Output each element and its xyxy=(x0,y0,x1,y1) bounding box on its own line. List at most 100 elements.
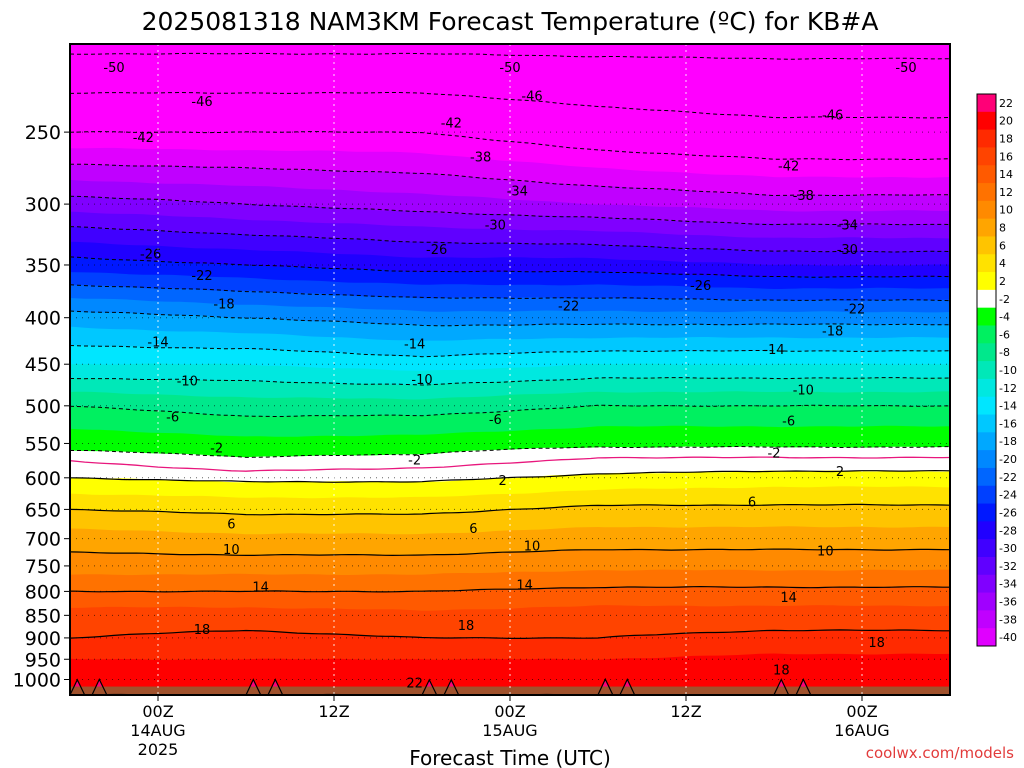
colorbar-label: 4 xyxy=(999,257,1006,270)
contour-label: 6 xyxy=(748,495,756,510)
colorbar-label: -36 xyxy=(999,595,1017,608)
colorbar-label: -12 xyxy=(999,382,1017,395)
x-tick-label: 00Z xyxy=(494,702,525,721)
colorbar-label: 6 xyxy=(999,239,1006,252)
y-axis: 2503003504004505005506006507007508008509… xyxy=(13,122,70,692)
y-tick-label: 1000 xyxy=(13,670,61,692)
contour-label: 14 xyxy=(252,580,269,595)
y-tick-label: 600 xyxy=(25,468,61,490)
colorbar-swatch xyxy=(977,200,996,220)
colorbar-swatch xyxy=(977,147,996,166)
contour-label: -10 xyxy=(177,375,198,390)
contour-label: -46 xyxy=(521,90,542,105)
contour-label: 10 xyxy=(524,539,541,554)
colorbar-swatch xyxy=(977,574,996,594)
y-tick-label: 350 xyxy=(25,255,61,277)
colorbar-label: 12 xyxy=(999,186,1013,199)
contour-label: 10 xyxy=(817,544,834,559)
x-tick-label: 12Z xyxy=(318,702,349,721)
isotherm-contours xyxy=(70,52,950,695)
colorbar-swatch xyxy=(977,610,996,629)
colorbar-swatch xyxy=(977,343,996,362)
colorbar-swatch xyxy=(977,592,996,611)
y-tick-label: 400 xyxy=(25,308,61,330)
contour-label: 2 xyxy=(836,465,844,480)
contour-label: -34 xyxy=(507,185,528,200)
contour-label: -14 xyxy=(147,336,168,351)
colorbar-swatch xyxy=(977,432,996,451)
contour-label: -14 xyxy=(763,343,784,358)
contour-label: -46 xyxy=(822,108,843,123)
colorbar-label: -4 xyxy=(999,311,1010,324)
y-tick-label: 550 xyxy=(25,433,61,455)
contour-label: -6 xyxy=(489,413,502,428)
contour-labels: -50 -50 -50-46 -46-46-42-42-42-38-38-34-34-… xyxy=(103,61,916,691)
isotherm-line xyxy=(70,469,950,483)
colorbar-swatch xyxy=(977,236,996,255)
contour-label: -50 xyxy=(499,61,520,76)
colorbar-label: 20 xyxy=(999,115,1013,128)
y-tick-label: 300 xyxy=(25,194,61,216)
chart-title: 2025081318 NAM3KM Forecast Temperature (… xyxy=(142,7,879,36)
contour-label: -50 xyxy=(895,61,916,76)
colorbar-swatch xyxy=(977,361,996,380)
y-tick-label: 850 xyxy=(25,605,61,627)
colorbar-label: -30 xyxy=(999,542,1017,555)
contour-label: -38 xyxy=(793,189,814,204)
colorbar-label: 18 xyxy=(999,133,1013,146)
colorbar-swatch xyxy=(977,539,996,558)
contour-label: -30 xyxy=(485,219,506,234)
isotherm-line xyxy=(70,629,950,639)
contour-label: 18 xyxy=(773,664,790,679)
colorbar-label: -18 xyxy=(999,435,1017,448)
contour-label: 14 xyxy=(780,591,797,606)
contour-label: -14 xyxy=(404,337,425,352)
colorbar-swatch xyxy=(977,111,996,131)
colorbar-label: 16 xyxy=(999,150,1013,163)
temperature-field xyxy=(70,44,950,695)
contour-label: -18 xyxy=(822,324,843,339)
contour-label: -26 xyxy=(690,279,711,294)
colorbar-label: -8 xyxy=(999,346,1010,359)
y-tick-label: 750 xyxy=(25,556,61,578)
contour-label: -46 xyxy=(191,95,212,110)
colorbar-swatch xyxy=(977,325,996,344)
colorbar-swatch xyxy=(977,414,996,433)
colorbar-label: -10 xyxy=(999,364,1017,377)
colorbar-swatch xyxy=(977,485,996,505)
contour-label: 6 xyxy=(469,522,477,537)
contour-label: -6 xyxy=(782,415,795,430)
colorbar-label: 2 xyxy=(999,275,1006,288)
colorbar-swatch xyxy=(977,307,996,326)
site-credit: coolwx.com/models xyxy=(865,744,1014,762)
contour-label: -26 xyxy=(426,243,447,258)
contour-label: -2 xyxy=(210,442,223,457)
colorbar-swatch xyxy=(977,94,996,113)
contour-label: -26 xyxy=(140,248,161,263)
colorbar-label: 10 xyxy=(999,204,1013,217)
contour-label: -42 xyxy=(441,117,462,132)
colorbar-label: -22 xyxy=(999,471,1017,484)
colorbar-label: -2 xyxy=(999,293,1010,306)
grid-lines xyxy=(70,44,950,695)
y-tick-label: 500 xyxy=(25,396,61,418)
colorbar-swatch xyxy=(977,289,996,309)
colorbar: 22 20 18 16 14 12 10 8 6 4 2 -2 -4 -6 -8 -10 -12 -14 -16 -1… xyxy=(976,93,1017,647)
colorbar-label: -40 xyxy=(999,631,1017,644)
colorbar-swatch xyxy=(977,396,996,416)
x-tick-label: 00Z xyxy=(142,702,173,721)
isotherm-line xyxy=(70,503,950,516)
y-tick-label: 700 xyxy=(25,529,61,551)
y-tick-label: 650 xyxy=(25,499,61,521)
colorbar-swatch xyxy=(977,467,996,487)
contour-label: -18 xyxy=(213,298,234,313)
contour-label: 10 xyxy=(223,543,240,558)
contour-label: -22 xyxy=(844,303,865,318)
colorbar-swatch xyxy=(977,450,996,469)
contour-label: -22 xyxy=(191,269,212,284)
colorbar-swatch xyxy=(977,272,996,291)
contour-label: -34 xyxy=(837,219,858,234)
y-tick-label: 800 xyxy=(25,581,61,603)
colorbar-swatch xyxy=(977,165,996,184)
colorbar-label: 14 xyxy=(999,168,1013,181)
